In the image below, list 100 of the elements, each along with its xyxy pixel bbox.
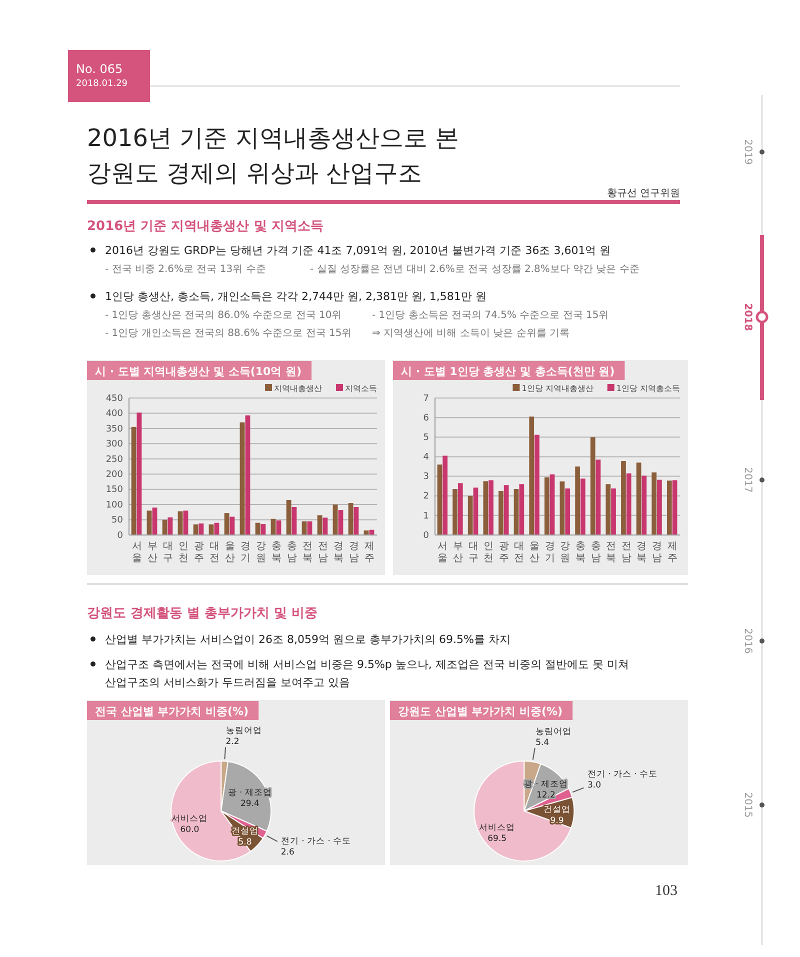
bar bbox=[338, 510, 344, 535]
bar bbox=[245, 415, 250, 535]
chart-title: 시 · 도별 1인당 총생산 및 총소득(천만 원) bbox=[401, 365, 615, 378]
x-tick-label: 전남 bbox=[318, 541, 328, 564]
bar bbox=[621, 461, 626, 535]
text: 2016 bbox=[742, 628, 753, 654]
data-label: 60.0 bbox=[180, 825, 200, 836]
x-tick-label: 경북 bbox=[333, 541, 344, 564]
y-tick-label: 4 bbox=[423, 452, 430, 463]
data-label: 5.4 bbox=[536, 738, 550, 748]
bar bbox=[642, 476, 647, 535]
text: 1인당 총생산, 총소득, 개인소득은 각각 2,744만 원, 2,381만 원, 1,581만 원 bbox=[105, 290, 486, 303]
data-label: 2.2 bbox=[226, 737, 240, 748]
x-tick-label: 경북 bbox=[636, 541, 647, 564]
y-tick-label: 1 bbox=[423, 511, 429, 522]
data-label: 5.8 bbox=[238, 838, 252, 848]
slice-label: 전기 · 가스 · 수도 bbox=[280, 836, 352, 846]
bar bbox=[458, 483, 463, 535]
y-tick-label: 3 bbox=[423, 472, 429, 482]
bar bbox=[575, 466, 580, 535]
x-tick-label: 인천 bbox=[178, 541, 188, 564]
y-tick-label: 200 bbox=[106, 470, 124, 480]
x-tick-label: 경기 bbox=[240, 541, 250, 564]
bar bbox=[672, 480, 678, 535]
y-tick-label: 7 bbox=[423, 394, 429, 404]
bar bbox=[224, 513, 230, 535]
chart-title: 전국 산업별 부가가치 비중(%) bbox=[95, 705, 249, 718]
bar bbox=[550, 474, 555, 535]
x-tick-label: 전북 bbox=[606, 541, 616, 564]
bar bbox=[131, 426, 136, 535]
bar bbox=[468, 496, 473, 535]
bar bbox=[498, 490, 504, 535]
x-tick-label: 충남 bbox=[286, 541, 297, 564]
x-tick-label: 충북 bbox=[575, 541, 586, 564]
slice-label: 광 · 제조업 bbox=[524, 779, 568, 790]
bar bbox=[590, 437, 596, 535]
y-tick-label: 50 bbox=[112, 516, 124, 526]
bar bbox=[178, 511, 183, 535]
bar bbox=[437, 464, 442, 535]
bar bbox=[162, 520, 168, 535]
x-tick-label: 광주 bbox=[194, 541, 204, 564]
data-label: 69.5 bbox=[488, 834, 507, 844]
x-tick-label: 부산 bbox=[147, 541, 158, 564]
text: 2018 bbox=[742, 303, 753, 331]
x-tick-label: 부산 bbox=[452, 541, 463, 564]
y-tick-label: 450 bbox=[106, 394, 124, 404]
legend-label: 1인당 지역내총생산 bbox=[522, 384, 594, 393]
chart-title: 시 · 도별 지역내총생산 및 소득(10억 원) bbox=[95, 365, 302, 378]
bar bbox=[606, 484, 611, 535]
legend-label: 1인당 지역총소득 bbox=[616, 384, 680, 393]
bar bbox=[452, 489, 458, 535]
data-label: 2.6 bbox=[280, 847, 294, 858]
y-tick-label: 150 bbox=[106, 485, 124, 496]
text: 103 bbox=[655, 883, 678, 899]
y-tick-label: 350 bbox=[106, 424, 124, 434]
x-tick-label: 강원 bbox=[560, 541, 570, 564]
text: ⇒ 지역생산에 비해 소득이 낮은 순위를 기록 bbox=[372, 328, 570, 339]
data-label: 29.4 bbox=[240, 798, 260, 809]
x-tick-label: 대구 bbox=[468, 541, 478, 564]
text: - 1인당 총생산은 전국의 86.0% 수준으로 전국 10위 bbox=[105, 310, 342, 321]
x-tick-label: 강원 bbox=[256, 541, 266, 564]
x-tick-label: 서울 bbox=[438, 541, 448, 564]
text: 2016년 기준 지역내총생산으로 본 bbox=[87, 124, 459, 152]
bar bbox=[657, 480, 662, 535]
x-tick-label: 대전 bbox=[514, 541, 524, 564]
x-tick-label: 경남 bbox=[652, 541, 662, 564]
bar bbox=[473, 488, 478, 535]
bar bbox=[626, 473, 632, 535]
x-tick-label: 울산 bbox=[530, 541, 540, 564]
x-tick-label: 제주 bbox=[364, 541, 374, 564]
slice-label: 서비스업 bbox=[479, 822, 516, 833]
bar bbox=[193, 524, 198, 535]
bar bbox=[255, 522, 260, 535]
slice-label: 전기 · 가스 · 수도 bbox=[587, 769, 658, 780]
text: 황규선 연구위원 bbox=[606, 188, 680, 199]
x-tick-label: 전남 bbox=[621, 541, 632, 564]
bar bbox=[442, 456, 448, 535]
bar bbox=[519, 484, 524, 535]
y-tick-label: 250 bbox=[106, 454, 124, 465]
text: 2019 bbox=[742, 139, 753, 165]
text: 2015 bbox=[742, 792, 753, 818]
y-tick-label: 100 bbox=[106, 500, 124, 510]
slice-label: 건설업 bbox=[544, 805, 571, 816]
bar bbox=[560, 481, 565, 535]
x-tick-label: 경기 bbox=[544, 541, 555, 564]
bar bbox=[544, 477, 550, 535]
y-tick-label: 300 bbox=[106, 440, 124, 450]
x-tick-label: 서울 bbox=[132, 541, 142, 564]
slice-label: 농림어업 bbox=[226, 726, 262, 736]
text: - 1인당 총소득은 전국의 74.5% 수준으로 전국 15위 bbox=[372, 310, 609, 321]
bar bbox=[354, 506, 359, 535]
bar bbox=[302, 521, 307, 535]
bar bbox=[652, 472, 657, 535]
bar bbox=[488, 480, 494, 535]
bar bbox=[292, 506, 297, 535]
x-tick-label: 인천 bbox=[484, 541, 494, 564]
x-tick-label: 대전 bbox=[209, 541, 220, 564]
y-tick-label: 400 bbox=[106, 409, 124, 420]
slice-label: 농림어업 bbox=[536, 726, 572, 737]
bar bbox=[240, 422, 245, 535]
